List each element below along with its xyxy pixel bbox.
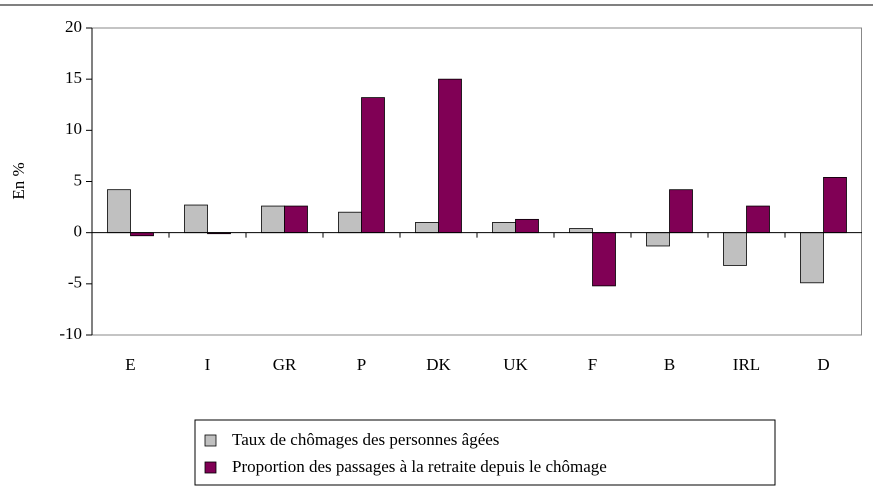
bar: [646, 232, 670, 247]
y-axis-label: En %: [9, 162, 28, 199]
legend-swatch: [204, 434, 217, 447]
bar: [438, 78, 462, 234]
legend-label: Taux de chômages des personnes âgées: [232, 430, 499, 449]
y-tick-label: 10: [65, 119, 82, 138]
x-tick-label: P: [357, 355, 366, 374]
bar: [107, 189, 131, 234]
y-tick-label: 5: [74, 170, 83, 189]
bar: [338, 211, 362, 234]
bar: [723, 232, 747, 266]
bar: [261, 205, 285, 234]
legend-label: Proportion des passages à la retraite de…: [232, 457, 607, 476]
x-tick-label: E: [125, 355, 135, 374]
bar: [492, 222, 516, 234]
legend-box: [194, 419, 776, 486]
x-tick-label: I: [205, 355, 211, 374]
bar: [515, 218, 539, 234]
bar: [669, 189, 693, 234]
x-tick-label: F: [588, 355, 597, 374]
x-tick-label: GR: [273, 355, 297, 374]
bar: [823, 177, 847, 234]
x-tick-label: UK: [503, 355, 528, 374]
x-tick-label: DK: [426, 355, 451, 374]
bar: [569, 228, 593, 234]
y-tick-label: -5: [68, 273, 82, 292]
bar: [746, 205, 770, 234]
bar: [800, 232, 824, 284]
bar: [184, 204, 208, 234]
legend-swatch: [204, 461, 217, 474]
y-tick-label: 0: [74, 222, 83, 241]
y-tick-label: 15: [65, 68, 82, 87]
plot-frame: [861, 28, 862, 335]
x-tick-label: IRL: [733, 355, 760, 374]
bar: [361, 97, 385, 234]
x-tick-label: D: [817, 355, 829, 374]
x-tick-label: B: [664, 355, 675, 374]
y-tick-label: 20: [65, 17, 82, 36]
bar: [415, 222, 439, 234]
bar: [284, 205, 308, 234]
bar: [592, 232, 616, 287]
y-tick-label: -10: [59, 324, 82, 343]
